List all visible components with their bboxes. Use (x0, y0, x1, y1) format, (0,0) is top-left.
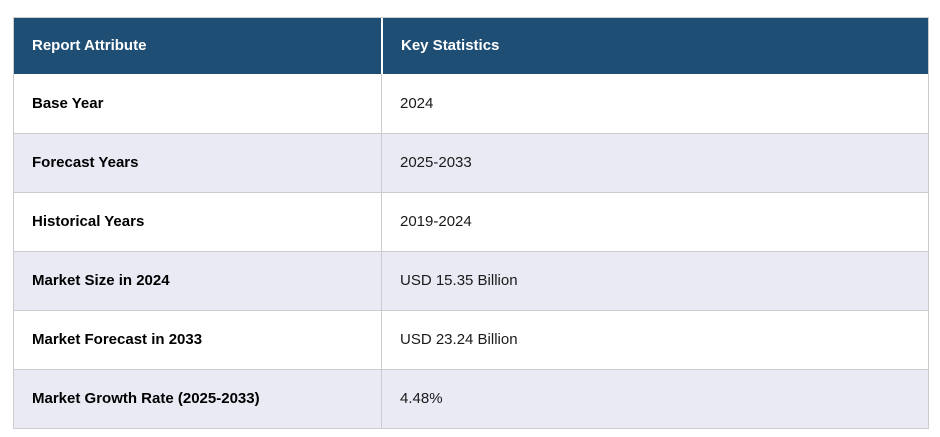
table-row: Market Forecast in 2033 USD 23.24 Billio… (14, 310, 928, 369)
attribute-cell: Market Forecast in 2033 (32, 331, 203, 348)
attribute-cell: Market Growth Rate (2025-2033) (32, 390, 260, 407)
attribute-cell: Market Size in 2024 (32, 272, 170, 289)
table-row: Forecast Years 2025-2033 (14, 133, 928, 192)
attribute-cell: Historical Years (32, 213, 145, 230)
table-row: Historical Years 2019-2024 (14, 192, 928, 251)
statistic-cell: 4.48% (381, 370, 928, 428)
table-row: Base Year 2024 (14, 74, 928, 133)
statistic-cell: 2019-2024 (381, 193, 928, 251)
table-row: Market Growth Rate (2025-2033) 4.48% (14, 369, 928, 428)
statistic-cell: USD 15.35 Billion (381, 252, 928, 310)
attribute-cell: Base Year (32, 94, 104, 112)
attribute-cell: Forecast Years (32, 154, 139, 171)
column-header-key-statistics: Key Statistics (381, 18, 928, 74)
column-header-report-attribute: Report Attribute (32, 37, 147, 54)
statistic-cell: USD 23.24 Billion (381, 311, 928, 369)
table-header-row: Report Attribute Key Statistics (14, 18, 928, 74)
statistic-cell: 2025-2033 (381, 134, 928, 192)
report-statistics-table: Report Attribute Key Statistics Base Yea… (13, 17, 929, 429)
statistic-cell: 2024 (381, 74, 928, 133)
table-row: Market Size in 2024 USD 15.35 Billion (14, 251, 928, 310)
